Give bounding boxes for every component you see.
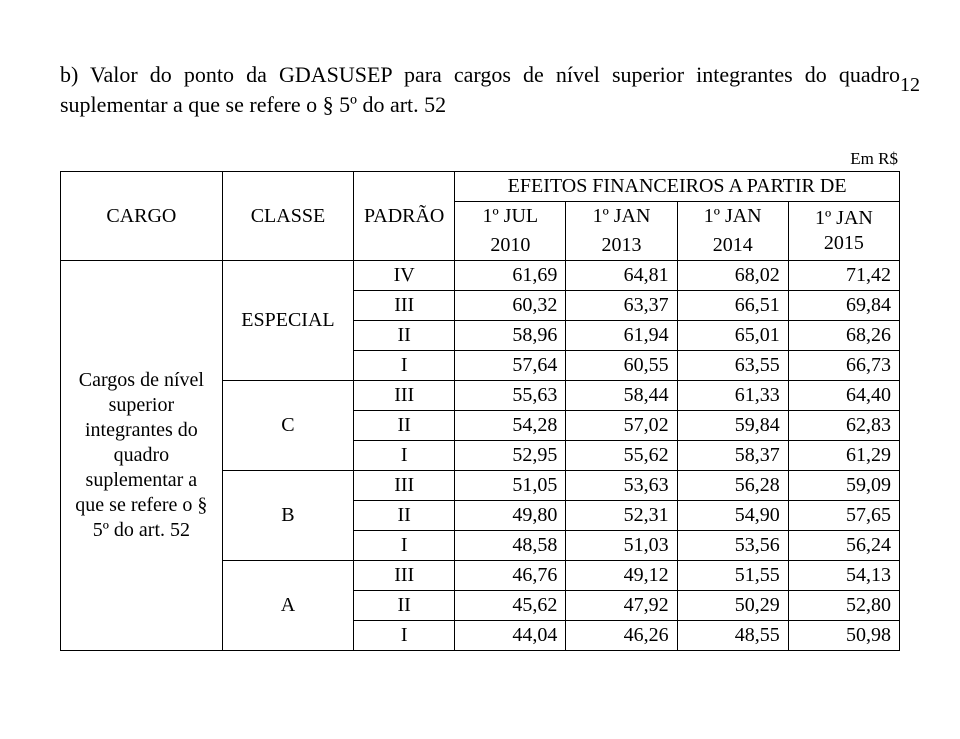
hdr-cargo: CARGO [61,172,223,261]
table-body: Cargos de nível superior integrantes do … [61,261,900,651]
value-cell: 54,13 [788,561,899,591]
value-cell: 46,26 [566,621,677,651]
value-cell: 44,04 [455,621,566,651]
hdr-padrao: PADRÃO [354,172,455,261]
value-cell: 48,58 [455,531,566,561]
padrao-cell: II [354,501,455,531]
value-cell: 58,96 [455,321,566,351]
value-cell: 71,42 [788,261,899,291]
padrao-cell: III [354,561,455,591]
value-cell: 51,05 [455,471,566,501]
value-cell: 53,56 [677,531,788,561]
value-cell: 55,62 [566,441,677,471]
value-cell: 55,63 [455,381,566,411]
value-cell: 58,44 [566,381,677,411]
value-cell: 60,55 [566,351,677,381]
padrao-cell: I [354,441,455,471]
value-cell: 69,84 [788,291,899,321]
table-header-row: CARGO CLASSE PADRÃO EFEITOS FINANCEIROS … [61,172,900,202]
padrao-cell: II [354,411,455,441]
classe-cell: A [222,561,353,651]
value-cell: 66,51 [677,291,788,321]
page: 12 b) Valor do ponto da GDASUSEP para ca… [0,60,960,739]
value-cell: 61,69 [455,261,566,291]
padrao-cell: I [354,621,455,651]
hdr-col2-bot: 2013 [566,231,677,261]
padrao-cell: II [354,591,455,621]
hdr-col2-top: 1º JAN [566,202,677,232]
value-cell: 52,31 [566,501,677,531]
value-cell: 54,28 [455,411,566,441]
value-cell: 53,63 [566,471,677,501]
value-cell: 57,65 [788,501,899,531]
value-cell: 56,28 [677,471,788,501]
page-number: 12 [900,74,920,97]
value-cell: 52,95 [455,441,566,471]
value-cell: 61,33 [677,381,788,411]
padrao-cell: III [354,381,455,411]
hdr-col1-top: 1º JUL [455,202,566,232]
hdr-classe: CLASSE [222,172,353,261]
value-cell: 59,09 [788,471,899,501]
value-cell: 51,55 [677,561,788,591]
value-cell: 50,29 [677,591,788,621]
value-cell: 63,55 [677,351,788,381]
value-cell: 57,02 [566,411,677,441]
classe-cell: B [222,471,353,561]
value-cell: 64,40 [788,381,899,411]
value-cell: 65,01 [677,321,788,351]
value-cell: 64,81 [566,261,677,291]
classe-cell: ESPECIAL [222,261,353,381]
value-cell: 66,73 [788,351,899,381]
value-cell: 49,80 [455,501,566,531]
padrao-cell: IV [354,261,455,291]
value-cell: 45,62 [455,591,566,621]
data-table: CARGO CLASSE PADRÃO EFEITOS FINANCEIROS … [60,171,900,651]
value-cell: 68,26 [788,321,899,351]
value-cell: 46,76 [455,561,566,591]
padrao-cell: II [354,321,455,351]
value-cell: 56,24 [788,531,899,561]
hdr-col3-bot: 2014 [677,231,788,261]
value-cell: 54,90 [677,501,788,531]
value-cell: 47,92 [566,591,677,621]
value-cell: 68,02 [677,261,788,291]
value-cell: 58,37 [677,441,788,471]
padrao-cell: I [354,531,455,561]
hdr-col3-top: 1º JAN [677,202,788,232]
cargo-cell: Cargos de nível superior integrantes do … [61,261,223,651]
hdr-efeitos: EFEITOS FINANCEIROS A PARTIR DE [455,172,900,202]
body-paragraph: b) Valor do ponto da GDASUSEP para cargo… [60,60,900,119]
value-cell: 52,80 [788,591,899,621]
classe-cell: C [222,381,353,471]
table-row: Cargos de nível superior integrantes do … [61,261,900,291]
value-cell: 49,12 [566,561,677,591]
value-cell: 48,55 [677,621,788,651]
hdr-col4: 1º JAN 2015 [788,202,899,261]
hdr-col1-bot: 2010 [455,231,566,261]
padrao-cell: III [354,471,455,501]
value-cell: 61,29 [788,441,899,471]
value-cell: 62,83 [788,411,899,441]
value-cell: 60,32 [455,291,566,321]
value-cell: 51,03 [566,531,677,561]
padrao-cell: III [354,291,455,321]
value-cell: 57,64 [455,351,566,381]
unit-label: Em R$ [60,149,900,169]
table-container: Em R$ CARGO CLASSE PADRÃO EFEITOS FINANC… [60,149,900,651]
value-cell: 59,84 [677,411,788,441]
value-cell: 50,98 [788,621,899,651]
padrao-cell: I [354,351,455,381]
value-cell: 63,37 [566,291,677,321]
value-cell: 61,94 [566,321,677,351]
